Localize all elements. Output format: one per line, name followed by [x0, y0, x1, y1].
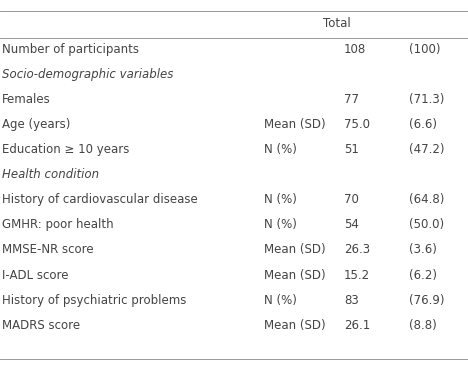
Text: N (%): N (%): [264, 193, 297, 206]
Text: (47.2): (47.2): [410, 143, 445, 156]
Text: 70: 70: [344, 193, 359, 206]
Text: (100): (100): [410, 43, 441, 56]
Text: Mean (SD): Mean (SD): [264, 243, 326, 257]
Text: History of psychiatric problems: History of psychiatric problems: [2, 294, 187, 307]
Text: Number of participants: Number of participants: [2, 43, 139, 56]
Text: 83: 83: [344, 294, 359, 307]
Text: I-ADL score: I-ADL score: [2, 269, 69, 281]
Text: 26.3: 26.3: [344, 243, 370, 257]
Text: 51: 51: [344, 143, 359, 156]
Text: 75.0: 75.0: [344, 118, 370, 131]
Text: Mean (SD): Mean (SD): [264, 269, 326, 281]
Text: 54: 54: [344, 219, 359, 231]
Text: Education ≥ 10 years: Education ≥ 10 years: [2, 143, 130, 156]
Text: GMHR: poor health: GMHR: poor health: [2, 219, 114, 231]
Text: MADRS score: MADRS score: [2, 319, 80, 332]
Text: (71.3): (71.3): [410, 93, 445, 106]
Text: Mean (SD): Mean (SD): [264, 319, 326, 332]
Text: Age (years): Age (years): [2, 118, 71, 131]
Text: (64.8): (64.8): [410, 193, 445, 206]
Text: Mean (SD): Mean (SD): [264, 118, 326, 131]
Text: Health condition: Health condition: [2, 168, 100, 181]
Text: N (%): N (%): [264, 219, 297, 231]
Text: Females: Females: [2, 93, 51, 106]
Text: Total: Total: [323, 17, 351, 30]
Text: (6.6): (6.6): [410, 118, 438, 131]
Text: 108: 108: [344, 43, 366, 56]
Text: N (%): N (%): [264, 143, 297, 156]
Text: MMSE-NR score: MMSE-NR score: [2, 243, 94, 257]
Text: History of cardiovascular disease: History of cardiovascular disease: [2, 193, 198, 206]
Text: (8.8): (8.8): [410, 319, 437, 332]
Text: (50.0): (50.0): [410, 219, 445, 231]
Text: 26.1: 26.1: [344, 319, 370, 332]
Text: Socio-demographic variables: Socio-demographic variables: [2, 68, 174, 81]
Text: 77: 77: [344, 93, 359, 106]
Text: (76.9): (76.9): [410, 294, 445, 307]
Text: (6.2): (6.2): [410, 269, 438, 281]
Text: 15.2: 15.2: [344, 269, 370, 281]
Text: N (%): N (%): [264, 294, 297, 307]
Text: (3.6): (3.6): [410, 243, 438, 257]
